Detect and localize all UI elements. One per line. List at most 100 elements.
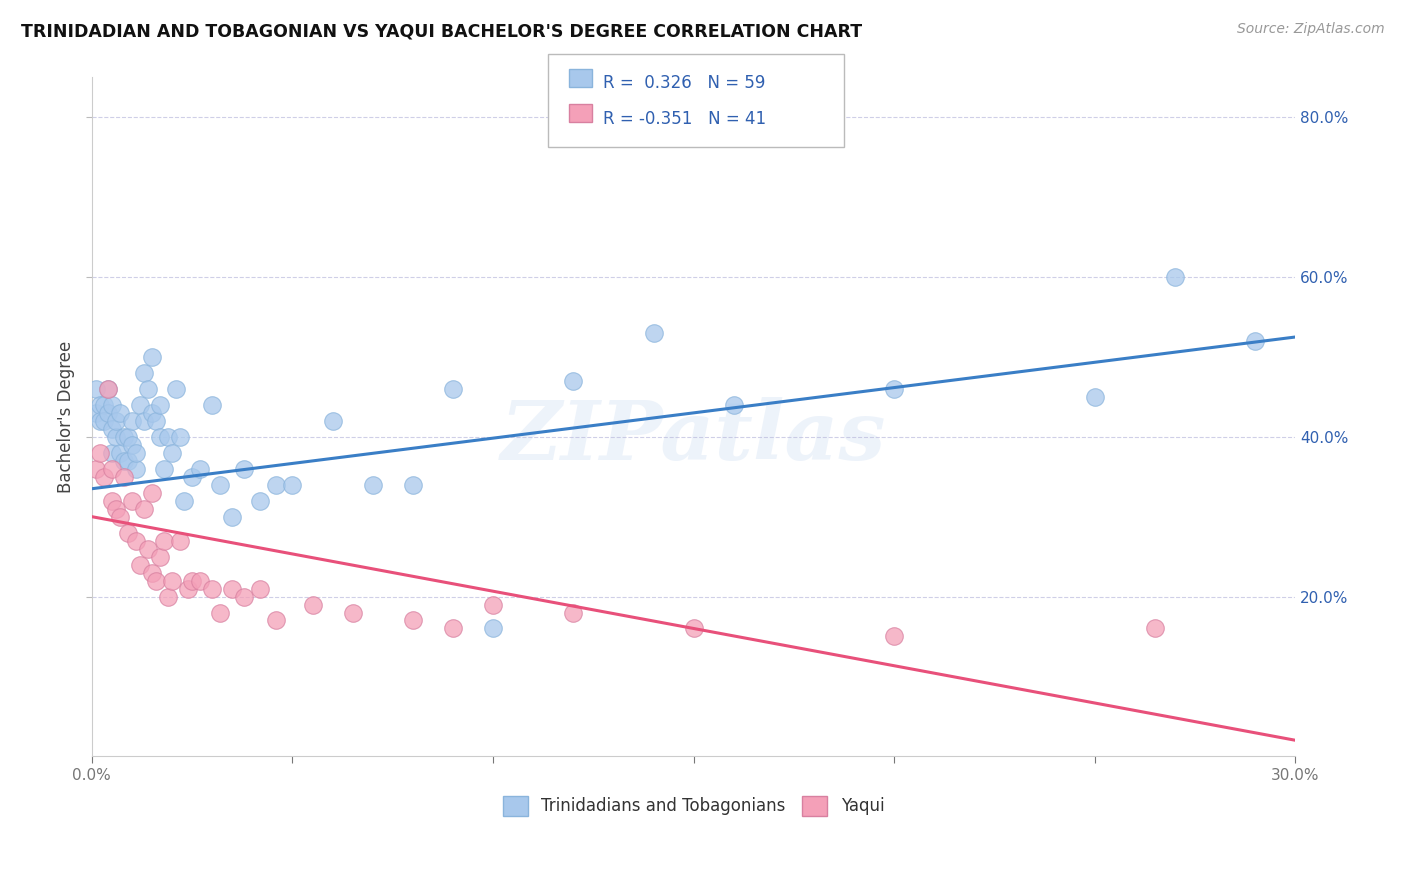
Text: TRINIDADIAN AND TOBAGONIAN VS YAQUI BACHELOR'S DEGREE CORRELATION CHART: TRINIDADIAN AND TOBAGONIAN VS YAQUI BACH… (21, 22, 862, 40)
Point (97, 382, 120, 396)
Point (117, 525, 139, 540)
Point (117, 430, 139, 444)
Point (361, 477, 384, 491)
Point (153, 462, 176, 476)
Point (221, 582, 243, 596)
Text: Source: ZipAtlas.com: Source: ZipAtlas.com (1237, 22, 1385, 37)
Point (181, 469, 204, 483)
Point (121, 414, 143, 428)
Point (108, 509, 131, 524)
Point (101, 462, 124, 476)
Point (177, 582, 200, 596)
Point (93, 398, 115, 412)
Point (723, 398, 745, 412)
Text: R =  0.326   N = 59: R = 0.326 N = 59 (603, 74, 765, 92)
Point (149, 430, 172, 444)
Text: R = -0.351   N = 41: R = -0.351 N = 41 (603, 110, 766, 128)
Point (188, 462, 211, 476)
Point (97, 382, 120, 396)
Point (157, 590, 180, 604)
Point (188, 574, 211, 588)
Point (233, 590, 256, 604)
Point (93, 414, 115, 428)
Point (136, 541, 159, 556)
Point (153, 533, 176, 548)
Point (209, 606, 232, 620)
Point (342, 606, 364, 620)
Point (145, 574, 167, 588)
Point (89, 414, 111, 428)
Point (402, 614, 425, 628)
Point (165, 382, 187, 396)
Point (101, 422, 124, 436)
Point (121, 438, 143, 452)
Point (1164, 270, 1187, 285)
Point (181, 574, 204, 588)
Point (482, 622, 505, 636)
Point (104, 501, 127, 516)
Point (266, 477, 288, 491)
Point (84, 406, 107, 420)
Point (108, 446, 131, 460)
Point (117, 454, 139, 468)
Point (173, 493, 195, 508)
Point (149, 398, 172, 412)
Point (169, 533, 191, 548)
Point (209, 477, 232, 491)
Point (97, 406, 120, 420)
Point (112, 430, 135, 444)
Point (301, 598, 323, 612)
Point (266, 614, 288, 628)
Point (104, 414, 127, 428)
Point (145, 414, 167, 428)
Point (141, 350, 163, 364)
Point (482, 598, 505, 612)
Point (682, 622, 704, 636)
Point (125, 446, 148, 460)
Point (1084, 390, 1107, 404)
Point (101, 398, 124, 412)
Point (281, 477, 304, 491)
Point (93, 469, 115, 483)
Point (101, 493, 124, 508)
Point (221, 509, 243, 524)
Point (249, 582, 271, 596)
Y-axis label: Bachelor's Degree: Bachelor's Degree (58, 341, 75, 493)
Point (104, 430, 127, 444)
Point (84, 382, 107, 396)
Point (169, 430, 191, 444)
Point (112, 469, 135, 483)
Point (141, 485, 163, 500)
Point (149, 549, 172, 564)
Point (883, 382, 905, 396)
Point (441, 622, 464, 636)
Point (132, 366, 155, 380)
Point (125, 533, 148, 548)
Point (101, 446, 124, 460)
Point (141, 406, 163, 420)
Point (233, 462, 256, 476)
Point (562, 606, 585, 620)
Point (1144, 622, 1167, 636)
Point (562, 374, 585, 388)
Point (160, 574, 183, 588)
Point (136, 382, 159, 396)
Point (883, 630, 905, 644)
Point (643, 326, 665, 340)
Point (89, 446, 111, 460)
Point (1244, 334, 1267, 348)
Point (132, 501, 155, 516)
Point (157, 430, 180, 444)
Point (160, 446, 183, 460)
Point (201, 582, 224, 596)
Point (125, 462, 148, 476)
Point (249, 493, 271, 508)
Point (108, 406, 131, 420)
Point (132, 414, 155, 428)
Point (89, 398, 111, 412)
Point (129, 398, 152, 412)
Point (84, 462, 107, 476)
Legend: Trinidadians and Tobagonians, Yaqui: Trinidadians and Tobagonians, Yaqui (496, 789, 891, 822)
Point (141, 566, 163, 580)
Point (402, 477, 425, 491)
